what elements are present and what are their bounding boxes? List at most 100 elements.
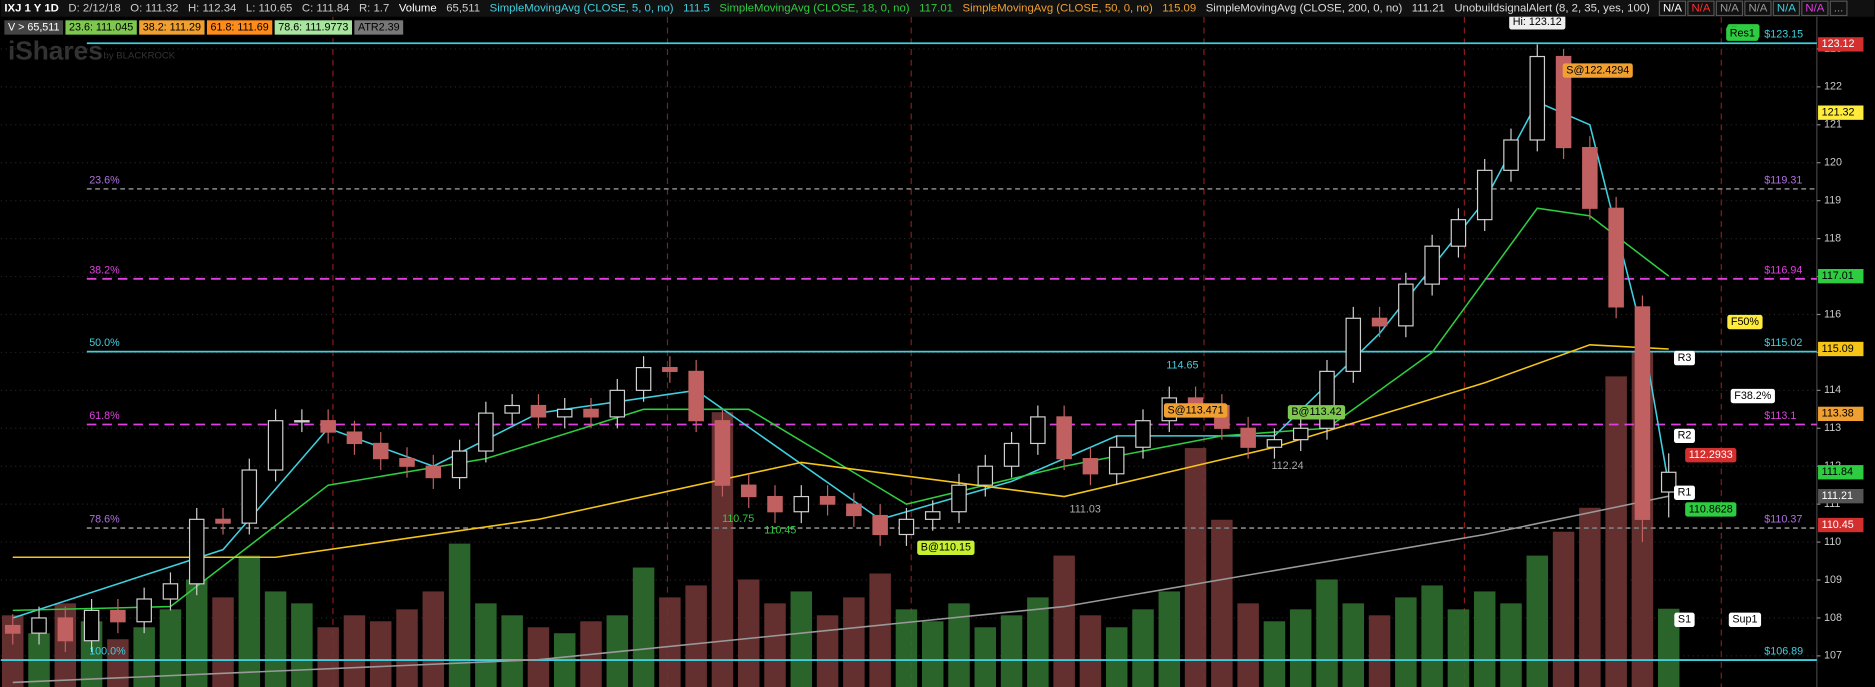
header-item: 117.01 xyxy=(919,2,953,14)
price-tag xyxy=(1818,489,1864,504)
candle-body xyxy=(556,408,573,418)
candle-body xyxy=(346,431,363,445)
watermark-sub: by BLACKROCK xyxy=(104,51,176,62)
annotation-text: 110.45 xyxy=(764,525,796,537)
candle-body xyxy=(635,366,652,391)
volume-bar xyxy=(1395,597,1417,687)
status-item: 61.8: 111.69 xyxy=(211,21,269,33)
annotation-box xyxy=(1726,26,1759,41)
annotation-text: 112.2933 xyxy=(1689,449,1733,461)
volume-bar xyxy=(895,609,918,687)
annotation-box xyxy=(1674,350,1695,366)
candle-body xyxy=(1398,283,1414,327)
candle-body xyxy=(951,484,967,513)
status-box xyxy=(139,20,205,35)
annotation-text: Sup1 xyxy=(1732,614,1757,626)
candle-body xyxy=(1608,207,1624,308)
annotation-text: F38.2% xyxy=(1734,390,1771,402)
header-item: O: 111.32 xyxy=(130,2,178,14)
price-tag xyxy=(1818,105,1864,120)
annotation-text: S@122.4294 xyxy=(1566,64,1629,76)
volume-bar xyxy=(1579,507,1601,687)
annotation-text: R1 xyxy=(1678,487,1692,499)
volume-bar xyxy=(1526,555,1549,687)
candle-body xyxy=(294,420,310,423)
header-item: N/A xyxy=(1748,2,1767,14)
candle-body xyxy=(1108,446,1125,475)
annotation-box xyxy=(917,540,975,555)
candle-body xyxy=(740,484,757,498)
volume-bar xyxy=(1027,597,1049,687)
annotation-box xyxy=(1509,15,1566,30)
volume-bar xyxy=(1473,591,1496,687)
candle-body xyxy=(924,511,941,520)
candle-body xyxy=(1082,458,1099,475)
header-item: N/A xyxy=(1663,2,1682,14)
candle-body xyxy=(241,469,258,524)
candle-body xyxy=(1240,427,1256,448)
candle-body xyxy=(110,609,126,623)
header-item: R: 1.7 xyxy=(359,2,389,14)
volume-bar xyxy=(1079,615,1102,687)
y-tick-label: 116 xyxy=(1824,308,1841,320)
level-name: 50.0% xyxy=(89,337,120,349)
candle-body xyxy=(451,450,468,479)
header-item: N/A xyxy=(1691,2,1710,14)
volume-bar xyxy=(869,573,891,687)
price-tag xyxy=(1818,37,1864,52)
y-tick-label: 121 xyxy=(1824,119,1842,131)
price-tag-label: 110.45 xyxy=(1822,519,1854,531)
header-item: N/A xyxy=(1805,2,1824,14)
annotation-box xyxy=(1685,448,1737,463)
volume-bar xyxy=(133,627,155,687)
annotation-box xyxy=(1727,314,1763,330)
header-item: Volume xyxy=(399,2,437,14)
price-tag-label: 123.12 xyxy=(1822,38,1855,50)
volume-bar xyxy=(790,591,813,687)
volume-bar xyxy=(974,627,997,687)
candle-body xyxy=(478,412,494,452)
candle-body xyxy=(4,624,21,634)
volume-bar xyxy=(291,603,313,687)
candle-body xyxy=(1634,306,1651,520)
header-box xyxy=(1715,0,1744,17)
level-name: 61.8% xyxy=(89,410,120,422)
status-box xyxy=(274,20,352,35)
header-item: L: 110.65 xyxy=(246,2,292,14)
candle-body xyxy=(1582,146,1598,209)
candle-body xyxy=(767,495,783,513)
annotation-text: S@113.471 xyxy=(1167,404,1223,416)
moving-average xyxy=(12,344,1669,559)
candle-body xyxy=(872,514,888,536)
volume-bar xyxy=(921,621,944,687)
status-box xyxy=(354,20,404,35)
candle-body xyxy=(31,617,47,634)
annotation-box xyxy=(1674,612,1695,628)
volume-bar xyxy=(659,597,681,687)
volume-bar xyxy=(369,621,392,687)
volume-bar xyxy=(1263,621,1286,687)
volume-bar xyxy=(1184,448,1207,687)
volume-bar xyxy=(1237,603,1259,687)
annotation-text: Hi: 123.12 xyxy=(1513,16,1562,28)
moving-average xyxy=(12,495,1669,684)
annotation-text: R3 xyxy=(1678,352,1692,364)
volume-bar xyxy=(1158,591,1181,687)
candle-body xyxy=(1056,416,1072,460)
annotation-box xyxy=(1163,403,1228,418)
volume-bar xyxy=(1132,609,1154,687)
price-tag xyxy=(1818,406,1864,422)
header-bar xyxy=(0,0,1875,17)
header-box xyxy=(1658,0,1687,17)
volume-bar xyxy=(1289,609,1312,687)
candle-body xyxy=(609,389,626,418)
candle-body xyxy=(688,370,704,422)
candle-body xyxy=(1266,439,1283,448)
y-tick-label: 113 xyxy=(1824,422,1841,434)
level-label: $116.94 xyxy=(1764,264,1802,276)
annotation-text: 111.03 xyxy=(1070,504,1101,516)
volume-bar xyxy=(1500,603,1522,687)
level-name: 78.6% xyxy=(89,514,120,526)
